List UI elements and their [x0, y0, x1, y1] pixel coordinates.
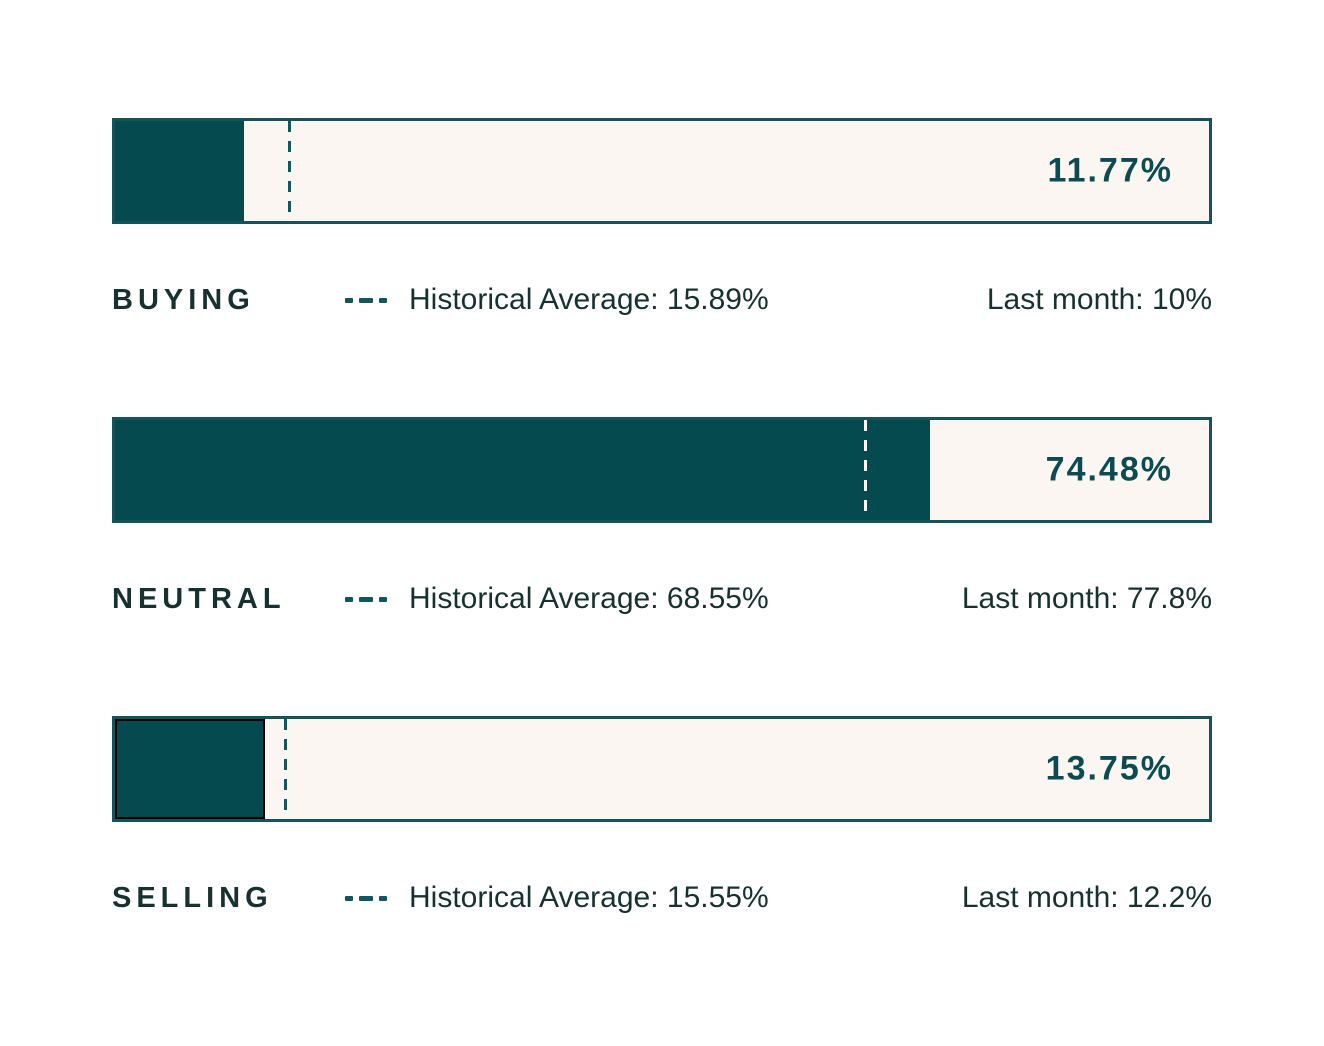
selling-bar-track: 13.75% [112, 716, 1212, 822]
bar-group-neutral: 74.48% NEUTRAL Historical Average: 68.55… [112, 417, 1212, 617]
dashed-line-legend-icon [345, 596, 387, 602]
neutral-historical-average-line [863, 420, 867, 520]
neutral-historical-average-label: Historical Average: 68.55% [409, 582, 769, 615]
bar-group-buying: 11.77% BUYING Historical Average: 15.89%… [112, 118, 1212, 318]
neutral-bar-fill[interactable] [115, 420, 930, 520]
selling-historical-average-line [284, 719, 288, 819]
buying-last-month-label: Last month: 10% [986, 283, 1212, 316]
buying-historical-average-label: Historical Average: 15.89% [409, 283, 769, 316]
category-label-neutral: NEUTRAL [112, 583, 286, 615]
bar-group-selling: 13.75% SELLING Historical Average: 15.55… [112, 716, 1212, 916]
buying-value-label: 11.77% [1047, 151, 1173, 190]
selling-last-month-label: Last month: 12.2% [961, 881, 1212, 914]
buying-bar-track: 11.77% [112, 118, 1212, 224]
dashed-line-legend-icon [345, 895, 387, 901]
buying-bar-fill[interactable] [115, 121, 244, 221]
selling-legend-row: SELLING Historical Average: 15.55% Last … [112, 880, 1212, 916]
selling-bar-fill[interactable] [115, 719, 266, 819]
selling-historical-average-label: Historical Average: 15.55% [409, 881, 769, 914]
buying-historical-average-line [287, 121, 291, 221]
neutral-legend-row: NEUTRAL Historical Average: 68.55% Last … [112, 581, 1212, 617]
dashed-line-legend-icon [345, 297, 387, 303]
neutral-value-label: 74.48% [1045, 450, 1173, 489]
sentiment-bar-chart: 11.77% BUYING Historical Average: 15.89%… [112, 118, 1212, 916]
buying-legend-row: BUYING Historical Average: 15.89% Last m… [112, 282, 1212, 318]
neutral-bar-track: 74.48% [112, 417, 1212, 523]
category-label-selling: SELLING [112, 882, 273, 914]
neutral-last-month-label: Last month: 77.8% [961, 582, 1212, 615]
selling-value-label: 13.75% [1045, 749, 1173, 788]
category-label-buying: BUYING [112, 284, 255, 316]
